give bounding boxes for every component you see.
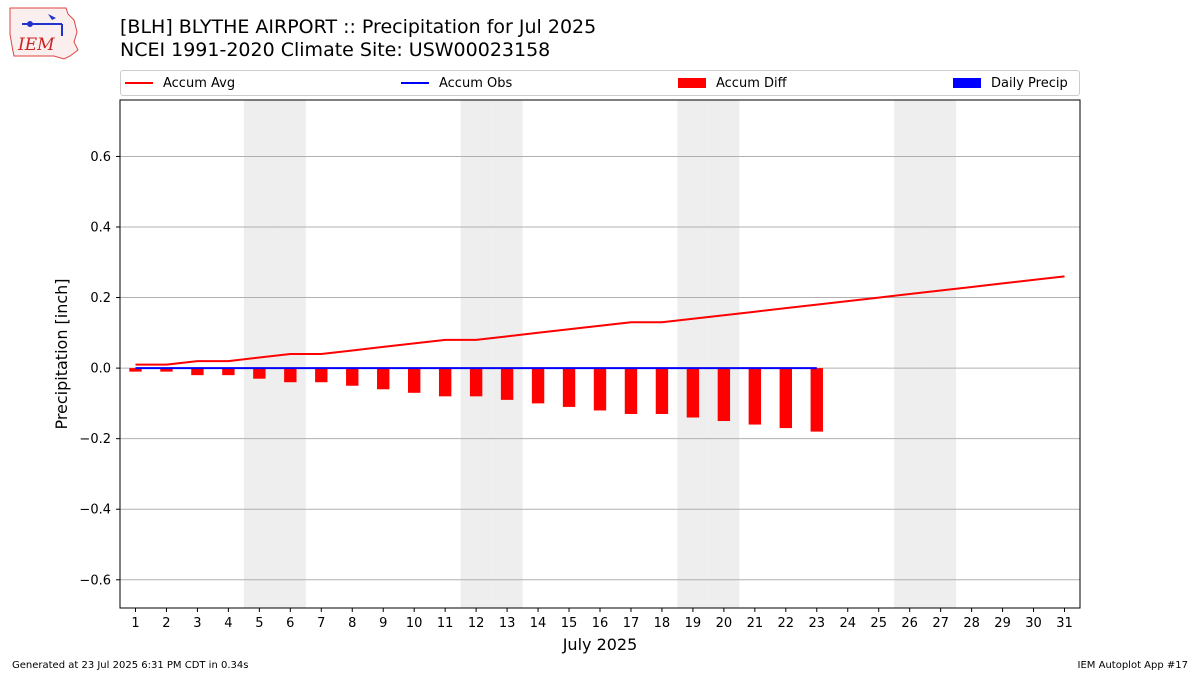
- x-tick-label-6: 6: [286, 616, 294, 631]
- legend-label-accum-avg: Accum Avg: [163, 75, 236, 91]
- bar-accum-diff-8: [346, 368, 359, 386]
- bar-accum-diff-13: [500, 368, 514, 400]
- x-tick-label-22: 22: [778, 616, 795, 631]
- x-tick-label-8: 8: [348, 616, 356, 631]
- legend-label-accum-diff: Accum Diff: [716, 75, 787, 91]
- x-tick-label-14: 14: [530, 616, 547, 631]
- iem-logo: IEM: [9, 7, 79, 60]
- legend-swatch-accum-diff: [678, 78, 706, 88]
- x-tick-label-9: 9: [379, 616, 387, 631]
- chart-legend: Accum Avg Accum Obs Accum Diff Daily Pre…: [120, 70, 1080, 96]
- x-tick-label-5: 5: [255, 616, 263, 631]
- legend-label-accum-obs: Accum Obs: [439, 75, 513, 91]
- legend-swatch-accum-avg: [125, 82, 153, 84]
- bar-accum-diff-15: [562, 368, 576, 407]
- x-tick-label-12: 12: [468, 616, 485, 631]
- bar-accum-diff-17: [624, 368, 638, 414]
- weekend-band-5: [243, 100, 275, 608]
- x-tick-label-20: 20: [716, 616, 733, 631]
- x-tick-label-10: 10: [406, 616, 423, 631]
- bar-accum-diff-16: [593, 368, 607, 411]
- y-tick-label-4: 0.2: [90, 291, 111, 306]
- bar-accum-diff-6: [284, 368, 297, 383]
- line-accum-avg: [135, 275, 1065, 366]
- x-tick-label-29: 29: [994, 616, 1011, 631]
- x-tick-label-27: 27: [932, 616, 949, 631]
- bar-accum-diff-23: [810, 368, 823, 432]
- bar-accum-diff-10: [408, 368, 421, 393]
- x-tick-label-16: 16: [592, 616, 609, 631]
- bar-accum-diff-1: [129, 368, 142, 372]
- legend-swatch-daily-precip: [953, 78, 981, 88]
- legend-item-accum-obs: Accum Obs: [401, 74, 512, 92]
- bar-accum-diff-7: [315, 368, 328, 383]
- bar-accum-diff-12: [469, 368, 483, 397]
- weekend-band-13: [491, 100, 523, 608]
- bar-accum-diff-19: [686, 368, 700, 418]
- legend-label-daily-precip: Daily Precip: [991, 75, 1068, 91]
- y-tick-label-0: −0.6: [79, 573, 111, 588]
- weekend-band-12: [460, 100, 492, 608]
- x-tick-label-1: 1: [131, 616, 139, 631]
- y-tick-label-5: 0.4: [90, 221, 111, 236]
- bar-accum-diff-20: [717, 368, 731, 422]
- bar-accum-diff-21: [748, 368, 762, 425]
- y-tick-label-6: 0.6: [90, 150, 111, 165]
- bar-accum-diff-22: [779, 368, 792, 429]
- legend-item-daily-precip: Daily Precip: [953, 74, 1068, 92]
- x-tick-label-21: 21: [747, 616, 764, 631]
- x-tick-label-13: 13: [499, 616, 516, 631]
- generated-timestamp: Generated at 23 Jul 2025 6:31 PM CDT in …: [12, 660, 249, 671]
- legend-item-accum-diff: Accum Diff: [678, 74, 787, 92]
- x-tick-label-3: 3: [193, 616, 201, 631]
- y-tick-label-3: 0.0: [90, 362, 111, 377]
- x-tick-label-30: 30: [1025, 616, 1042, 631]
- x-tick-label-26: 26: [901, 616, 918, 631]
- y-tick-label-1: −0.4: [79, 503, 111, 518]
- logo-text: IEM: [17, 35, 55, 55]
- x-tick-label-24: 24: [839, 616, 856, 631]
- y-axis-label: Precipitation [inch]: [52, 278, 71, 429]
- bar-accum-diff-14: [531, 368, 545, 404]
- x-tick-label-2: 2: [162, 616, 170, 631]
- weekend-band-20: [708, 100, 740, 608]
- bar-accum-diff-4: [222, 368, 235, 376]
- bar-accum-diff-3: [191, 368, 204, 376]
- weekend-band-26: [894, 100, 926, 608]
- x-tick-label-17: 17: [623, 616, 640, 631]
- weekend-band-27: [925, 100, 957, 608]
- bar-accum-diff-9: [377, 368, 390, 390]
- x-tick-label-31: 31: [1056, 616, 1073, 631]
- x-tick-label-18: 18: [654, 616, 671, 631]
- bar-accum-diff-18: [655, 368, 669, 414]
- x-tick-label-19: 19: [685, 616, 702, 631]
- x-tick-label-4: 4: [224, 616, 232, 631]
- plot-frame: [119, 99, 1081, 609]
- x-tick-label-23: 23: [809, 616, 826, 631]
- x-axis-label: July 2025: [562, 635, 638, 654]
- x-tick-label-15: 15: [561, 616, 578, 631]
- y-tick-label-2: −0.2: [79, 432, 111, 447]
- bar-accum-diff-5: [253, 368, 266, 379]
- x-tick-label-7: 7: [317, 616, 325, 631]
- bar-accum-diff-11: [438, 368, 452, 397]
- app-credit: IEM Autoplot App #17: [1077, 660, 1188, 671]
- bar-accum-diff-2: [160, 368, 173, 372]
- weekend-band-19: [677, 100, 709, 608]
- x-tick-label-11: 11: [437, 616, 454, 631]
- chart-title-line-1: [BLH] BLYTHE AIRPORT :: Precipitation fo…: [120, 16, 597, 38]
- x-tick-label-28: 28: [963, 616, 980, 631]
- legend-item-accum-avg: Accum Avg: [125, 74, 235, 92]
- x-tick-label-25: 25: [870, 616, 887, 631]
- chart-title-line-2: NCEI 1991-2020 Climate Site: USW00023158: [120, 39, 551, 61]
- legend-swatch-accum-obs: [401, 82, 429, 84]
